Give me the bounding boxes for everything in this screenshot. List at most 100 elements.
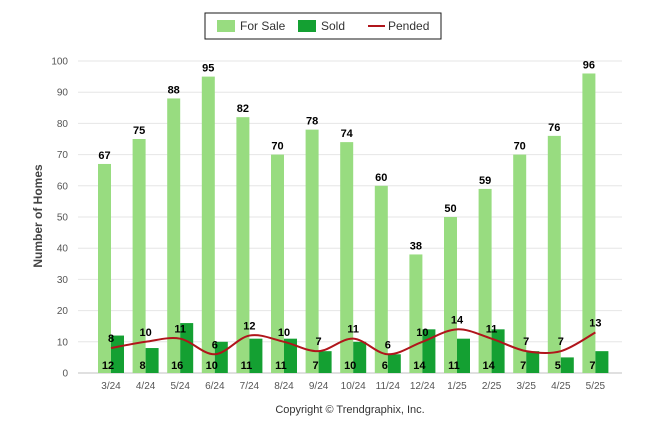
x-tick-label: 4/25 — [551, 381, 571, 392]
label-for-sale: 76 — [548, 122, 560, 134]
label-for-sale: 88 — [168, 84, 180, 96]
label-for-sale: 60 — [375, 172, 387, 184]
label-pended: 10 — [278, 327, 290, 339]
legend-swatch-for-sale[interactable] — [217, 20, 235, 32]
bar-for-sale[interactable] — [201, 76, 215, 373]
label-pended: 11 — [174, 324, 186, 336]
x-tick-label: 1/25 — [447, 381, 467, 392]
bar-sold[interactable] — [284, 338, 297, 373]
pended-line[interactable] — [110, 328, 596, 356]
label-sold: 11 — [275, 360, 287, 372]
x-tick-label: 5/24 — [170, 381, 190, 392]
x-tick-label: 2/25 — [482, 381, 502, 392]
label-sold: 10 — [206, 360, 218, 372]
legend-swatch-sold[interactable] — [298, 20, 316, 32]
bar-sold[interactable] — [387, 354, 401, 373]
label-for-sale: 59 — [479, 175, 491, 187]
x-tick-label: 8/24 — [274, 381, 294, 392]
label-pended: 10 — [416, 327, 428, 339]
label-pended: 10 — [139, 327, 151, 339]
bar-sold[interactable] — [595, 351, 609, 373]
bar-sold[interactable] — [180, 323, 194, 373]
label-pended: 6 — [212, 339, 218, 351]
y-tick-label: 0 — [62, 369, 68, 380]
y-axis-ticks: 0 10 20 30 40 50 60 70 80 90 100 — [51, 57, 68, 380]
bar-sold[interactable] — [145, 348, 159, 373]
label-sold: 7 — [520, 360, 526, 372]
y-tick-label: 100 — [51, 57, 68, 68]
bar-sold[interactable] — [526, 351, 540, 373]
bar-for-sale[interactable] — [98, 163, 111, 373]
bar-sold[interactable] — [111, 335, 124, 373]
label-for-sale: 74 — [341, 128, 354, 140]
label-sold: 6 — [382, 360, 388, 372]
bar-for-sale[interactable] — [409, 254, 423, 373]
bar-for-sale[interactable] — [340, 142, 354, 373]
bar-for-sale[interactable] — [271, 154, 284, 373]
bar-sold[interactable] — [457, 338, 470, 373]
bars — [98, 73, 609, 373]
label-pended: 13 — [589, 317, 601, 329]
bar-for-sale[interactable] — [167, 98, 181, 373]
label-pended: 8 — [108, 333, 114, 345]
label-for-sale: 78 — [306, 116, 318, 128]
y-tick-label: 30 — [57, 275, 69, 286]
x-tick-label: 5/25 — [586, 381, 606, 392]
legend-label-sold[interactable]: Sold — [321, 19, 345, 33]
label-pended: 12 — [243, 321, 255, 333]
bar-for-sale[interactable] — [547, 135, 561, 373]
y-tick-label: 80 — [57, 119, 69, 130]
label-sold: 7 — [313, 360, 319, 372]
y-tick-label: 40 — [57, 244, 69, 255]
label-sold: 8 — [140, 360, 146, 372]
bar-for-sale[interactable] — [374, 185, 388, 373]
y-tick-label: 90 — [57, 88, 69, 99]
bar-for-sale[interactable] — [132, 139, 146, 373]
x-tick-label: 3/24 — [101, 381, 121, 392]
y-axis-title: Number of Homes — [31, 164, 45, 268]
x-tick-label: 7/24 — [240, 381, 260, 392]
label-sold: 7 — [589, 360, 595, 372]
x-axis-ticks: 3/24 4/24 5/24 6/24 7/24 8/24 9/24 10/24 11/24 12… — [101, 381, 605, 392]
label-pended: 7 — [558, 336, 564, 348]
label-for-sale: 67 — [98, 150, 110, 162]
x-tick-label: 11/24 — [376, 381, 401, 392]
y-tick-label: 70 — [57, 150, 69, 161]
bar-for-sale[interactable] — [513, 154, 527, 373]
label-for-sale: 96 — [583, 59, 595, 71]
bar-for-sale[interactable] — [444, 217, 457, 373]
bar-for-sale[interactable] — [478, 188, 492, 373]
bar-for-sale[interactable] — [582, 73, 596, 373]
y-tick-label: 50 — [57, 213, 69, 224]
label-sold: 16 — [171, 360, 183, 372]
bar-sold[interactable] — [353, 341, 367, 373]
y-tick-label: 10 — [57, 337, 69, 348]
copyright-footer: Copyright © Trendgraphix, Inc. — [275, 404, 424, 416]
label-for-sale: 50 — [444, 203, 456, 215]
label-for-sale: 70 — [271, 141, 283, 153]
bar-sold[interactable] — [318, 351, 332, 373]
bar-sold[interactable] — [249, 338, 263, 373]
label-sold: 5 — [555, 360, 561, 372]
legend-label-pended[interactable]: Pended — [388, 19, 429, 33]
label-pended: 6 — [385, 339, 391, 351]
x-tick-label: 9/24 — [309, 381, 329, 392]
bar-for-sale[interactable] — [236, 117, 250, 373]
legend-label-for-sale[interactable]: For Sale — [240, 19, 286, 33]
x-tick-label: 6/24 — [205, 381, 225, 392]
label-pended: 11 — [486, 324, 498, 336]
label-sold: 12 — [102, 360, 114, 372]
label-sold: 11 — [241, 360, 253, 372]
bar-sold[interactable] — [560, 357, 574, 373]
x-tick-label: 10/24 — [341, 381, 366, 392]
label-for-sale: 95 — [202, 63, 214, 75]
y-tick-label: 60 — [57, 181, 69, 192]
label-sold: 11 — [448, 360, 460, 372]
legend-box — [204, 12, 442, 40]
label-pended: 7 — [523, 336, 529, 348]
pended-line-layer — [110, 328, 596, 356]
label-pended: 14 — [451, 314, 464, 326]
bar-for-sale[interactable] — [305, 129, 319, 373]
label-sold: 14 — [413, 360, 426, 372]
